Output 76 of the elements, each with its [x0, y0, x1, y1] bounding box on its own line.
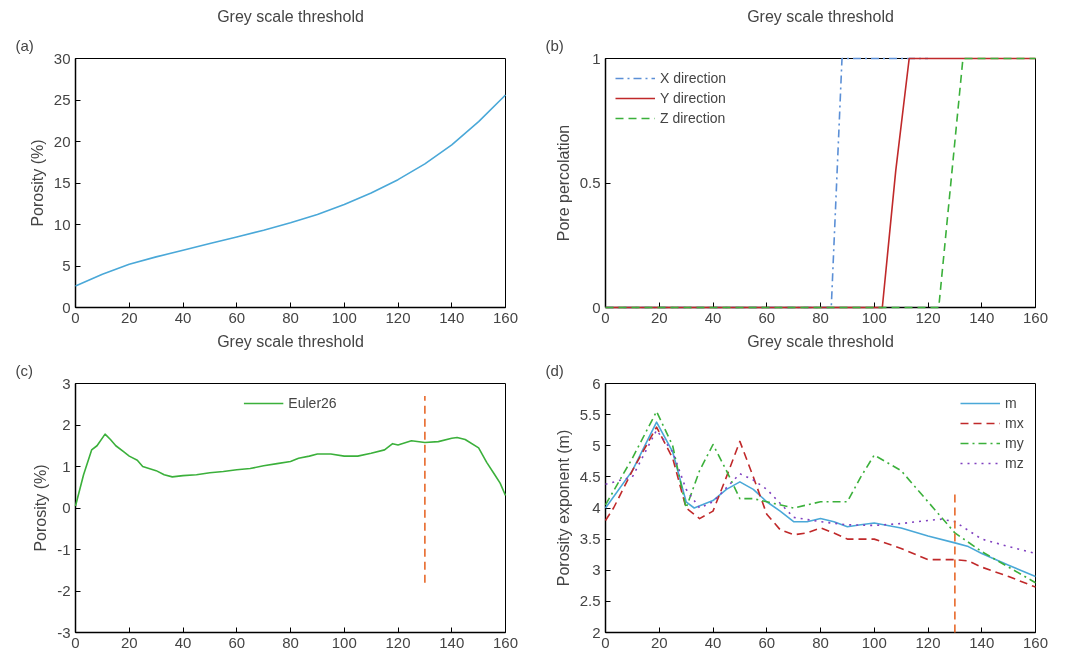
y-tick-label: 4: [592, 499, 601, 516]
y-tick-label: -3: [57, 623, 71, 641]
text: (a): [15, 36, 34, 54]
text: (c): [15, 361, 33, 379]
x-tick-label: 20: [120, 633, 138, 651]
y-axis-title: Porosity exponent (m): [554, 429, 572, 587]
x-tick-label: 80: [282, 308, 299, 326]
x-tick-label: 120: [915, 308, 941, 326]
y-tick-label: 3: [592, 561, 601, 579]
y-tick-label: 3: [62, 374, 71, 392]
x-tick-label: 60: [758, 308, 776, 326]
x-tick-label: 80: [812, 633, 829, 651]
y-tick-label: 5: [592, 436, 601, 454]
y-tick-label: 2: [592, 623, 601, 641]
x-tick-label: 60: [758, 633, 776, 651]
y-tick-label: 1: [62, 457, 71, 475]
legend-label: Z direction: [660, 110, 726, 126]
y-axis-title: Porosity (%): [28, 139, 46, 227]
y-tick-label: 0: [62, 499, 71, 516]
y-axis-title: Porosity (%): [32, 464, 50, 552]
x-tick-label: 140: [439, 633, 465, 651]
x-tick-label: 120: [915, 633, 941, 651]
x-tick-label: 140: [969, 633, 995, 651]
text: (b): [545, 36, 564, 54]
x-tick-label: 40: [704, 633, 722, 651]
chart-title: Grey scale threshold: [217, 332, 364, 350]
x-tick-label: 140: [969, 308, 995, 326]
x-tick-label: 60: [228, 633, 246, 651]
x-tick-label: 60: [228, 308, 246, 326]
y-tick-label: 5.5: [579, 405, 601, 423]
x-tick-label: 160: [1022, 308, 1049, 326]
y-tick-label: -1: [57, 540, 71, 558]
x-tick-label: 160: [492, 633, 519, 651]
y-tick-label: 30: [53, 49, 71, 67]
y-tick-label: 6: [592, 374, 601, 392]
text: (d): [545, 361, 564, 379]
x-tick-label: 120: [385, 308, 411, 326]
legend-label: my: [1005, 435, 1025, 451]
legend-label: X direction: [660, 70, 727, 86]
legend-label: Euler26: [288, 395, 337, 411]
x-tick-label: 40: [174, 633, 192, 651]
x-tick-label: 20: [650, 308, 668, 326]
chart-title: Grey scale threshold: [747, 332, 894, 350]
x-tick-label: 160: [492, 308, 519, 326]
x-tick-label: 40: [704, 308, 722, 326]
legend-label: Y direction: [660, 90, 726, 106]
x-tick-label: 20: [650, 633, 668, 651]
x-tick-label: 140: [439, 308, 465, 326]
legend-label: mx: [1005, 415, 1025, 431]
x-tick-label: 40: [174, 308, 192, 326]
y-tick-label: 3.5: [579, 530, 601, 548]
y-tick-label: 2.5: [579, 592, 601, 610]
x-tick-label: 80: [812, 308, 829, 326]
x-tick-label: 160: [1022, 633, 1049, 651]
x-tick-label: 120: [385, 633, 411, 651]
x-tick-label: 80: [282, 633, 299, 651]
y-tick-label: 10: [53, 215, 71, 233]
y-tick-label: 5: [62, 257, 71, 274]
y-tick-label: 2: [62, 416, 71, 433]
x-tick-label: 100: [861, 308, 887, 326]
x-tick-label: 100: [861, 633, 887, 651]
y-tick-label: 15: [53, 174, 71, 191]
x-tick-label: 100: [331, 308, 357, 326]
legend-label: mz: [1005, 455, 1025, 471]
y-tick-label: 1: [592, 49, 601, 67]
legend-label: m: [1005, 395, 1018, 411]
x-tick-label: 20: [120, 308, 138, 326]
y-tick-label: 0.5: [579, 174, 601, 191]
x-tick-label: 100: [331, 633, 357, 651]
y-axis-title: Pore percolation: [554, 124, 572, 242]
y-tick-label: 4.5: [579, 467, 601, 485]
y-tick-label: -2: [57, 582, 71, 599]
chart-title: Grey scale threshold: [747, 7, 894, 25]
chart-title: Grey scale threshold: [217, 7, 364, 25]
y-tick-label: 25: [53, 91, 71, 108]
y-tick-label: 20: [53, 132, 71, 150]
